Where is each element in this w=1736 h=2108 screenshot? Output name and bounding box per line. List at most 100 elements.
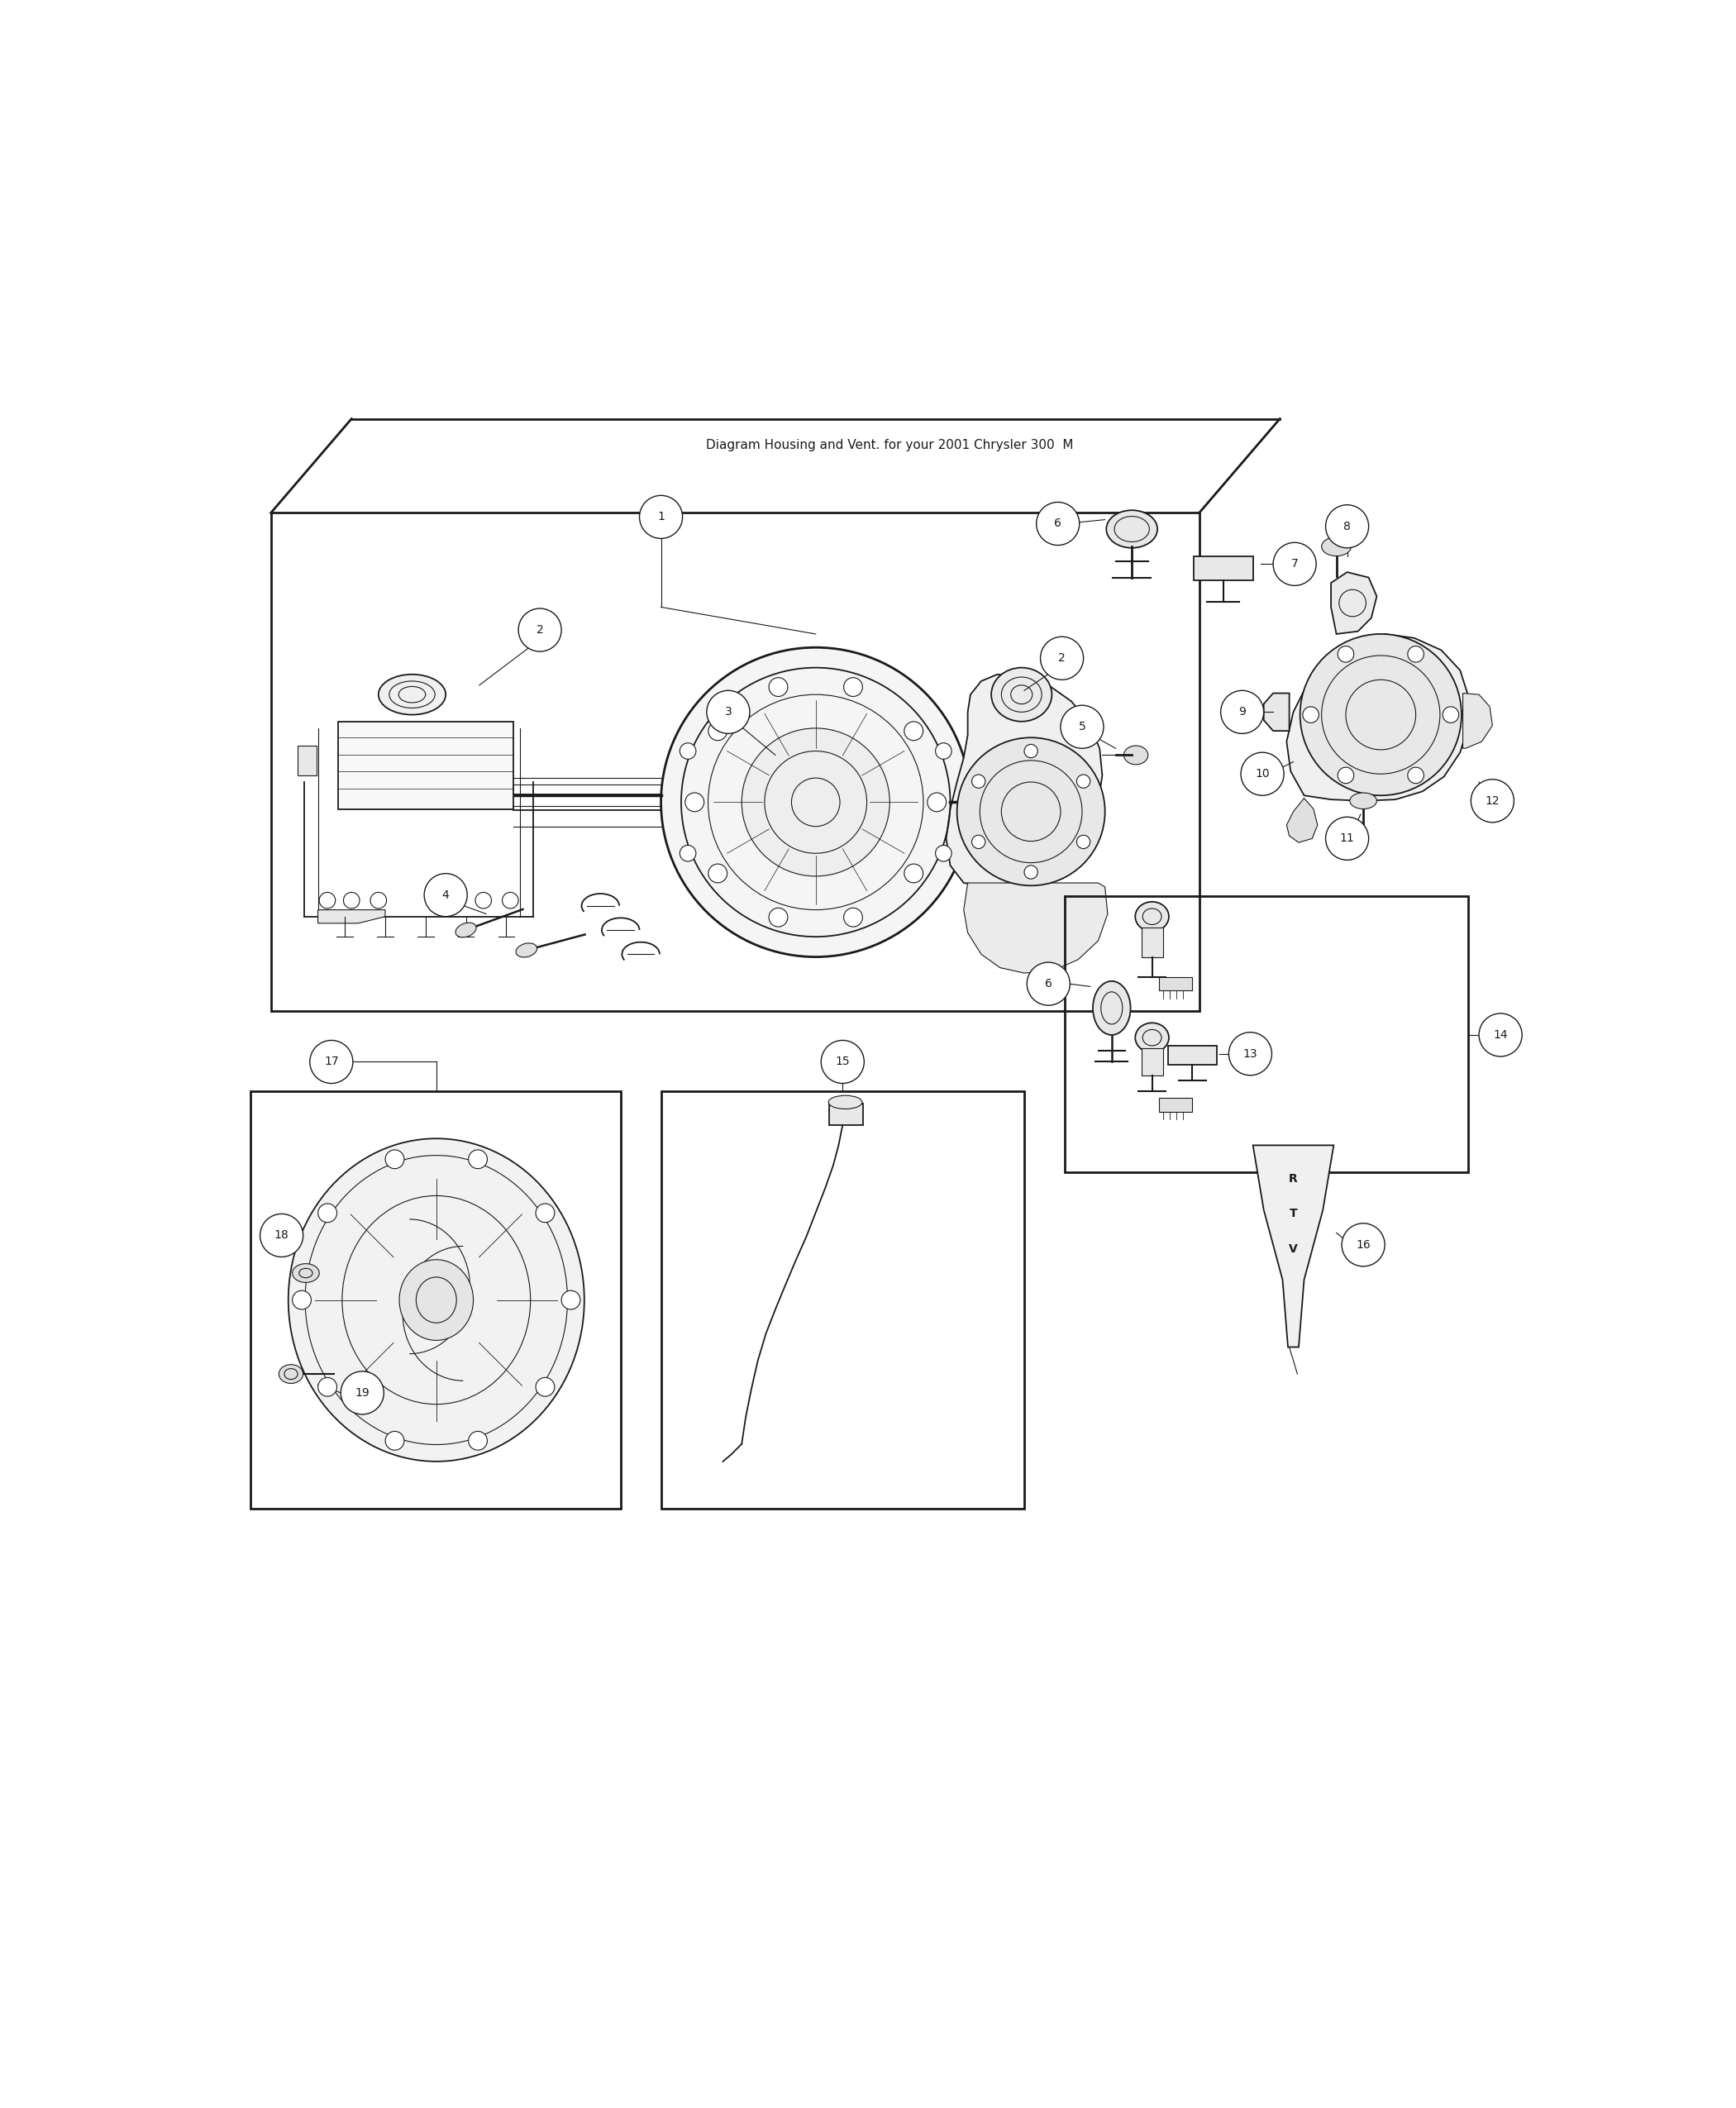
Circle shape [1036, 502, 1080, 546]
Circle shape [1479, 1014, 1522, 1056]
Ellipse shape [1094, 980, 1130, 1035]
Circle shape [292, 1290, 311, 1309]
Ellipse shape [455, 923, 476, 938]
Circle shape [1061, 706, 1104, 748]
Text: 2: 2 [536, 624, 543, 637]
Text: T: T [1290, 1208, 1297, 1221]
Bar [830, 1105, 863, 1126]
Circle shape [519, 609, 561, 651]
Polygon shape [1253, 1145, 1333, 1347]
Circle shape [1443, 706, 1458, 723]
Text: 12: 12 [1486, 795, 1500, 807]
Polygon shape [1286, 799, 1318, 843]
Circle shape [1300, 635, 1462, 795]
Circle shape [927, 793, 946, 812]
Circle shape [1338, 645, 1354, 662]
Ellipse shape [1123, 746, 1147, 765]
Polygon shape [1286, 635, 1469, 801]
Bar [1141, 1048, 1163, 1075]
Text: 1: 1 [658, 510, 665, 523]
Circle shape [1326, 504, 1368, 548]
Text: Diagram Housing and Vent. for your 2001 Chrysler 300  M: Diagram Housing and Vent. for your 2001 … [707, 438, 1073, 451]
Text: 5: 5 [1078, 721, 1085, 734]
Circle shape [1040, 637, 1083, 679]
Text: 4: 4 [443, 890, 450, 900]
Ellipse shape [378, 675, 446, 715]
Polygon shape [1264, 694, 1290, 731]
Ellipse shape [279, 1364, 304, 1383]
Text: 18: 18 [274, 1229, 288, 1242]
Bar [339, 721, 514, 809]
Ellipse shape [1135, 902, 1168, 932]
Circle shape [844, 677, 863, 696]
Circle shape [340, 1372, 384, 1414]
Circle shape [1408, 767, 1424, 784]
Circle shape [972, 774, 986, 788]
Text: 13: 13 [1243, 1048, 1257, 1060]
Ellipse shape [991, 668, 1052, 721]
Bar [1141, 928, 1163, 957]
Text: R: R [1288, 1174, 1299, 1185]
Ellipse shape [292, 1263, 319, 1282]
Circle shape [1220, 691, 1264, 734]
Circle shape [1024, 866, 1038, 879]
Circle shape [469, 1431, 488, 1450]
Polygon shape [946, 675, 1102, 883]
Text: 16: 16 [1356, 1240, 1371, 1250]
Ellipse shape [516, 942, 536, 957]
Text: 15: 15 [835, 1056, 851, 1067]
Circle shape [469, 1149, 488, 1168]
Circle shape [1229, 1033, 1272, 1075]
Circle shape [769, 677, 788, 696]
Circle shape [936, 742, 951, 759]
Polygon shape [1463, 694, 1493, 748]
Circle shape [1272, 542, 1316, 586]
Text: 8: 8 [1344, 521, 1351, 531]
Circle shape [708, 721, 727, 740]
Bar [271, 512, 1200, 1010]
Circle shape [661, 647, 970, 957]
Bar [299, 746, 316, 776]
Text: 6: 6 [1045, 978, 1052, 989]
Ellipse shape [828, 1096, 863, 1109]
Circle shape [769, 909, 788, 928]
Ellipse shape [1135, 1022, 1168, 1052]
Circle shape [1024, 744, 1038, 757]
Bar [1160, 978, 1193, 991]
Bar [681, 742, 950, 862]
Ellipse shape [1321, 538, 1351, 557]
Text: V: V [1288, 1244, 1299, 1254]
Text: 9: 9 [1238, 706, 1246, 719]
Ellipse shape [1351, 793, 1377, 809]
Bar [1194, 557, 1253, 580]
Circle shape [385, 1431, 404, 1450]
Circle shape [561, 1290, 580, 1309]
Circle shape [1302, 706, 1319, 723]
Ellipse shape [1106, 510, 1158, 548]
Text: 11: 11 [1340, 833, 1354, 845]
Circle shape [904, 864, 924, 883]
Circle shape [1241, 753, 1285, 795]
Circle shape [1408, 645, 1424, 662]
Bar [661, 1092, 1024, 1509]
Circle shape [821, 1041, 865, 1084]
Text: 2: 2 [1059, 653, 1066, 664]
Circle shape [936, 845, 951, 862]
Circle shape [681, 742, 696, 759]
Circle shape [1326, 818, 1368, 860]
Circle shape [1076, 835, 1090, 850]
Circle shape [1028, 961, 1069, 1006]
Circle shape [1076, 774, 1090, 788]
Bar [1160, 1098, 1193, 1111]
Polygon shape [318, 911, 385, 923]
Text: 14: 14 [1493, 1029, 1509, 1041]
Circle shape [260, 1214, 304, 1256]
Circle shape [385, 1149, 404, 1168]
Circle shape [536, 1377, 554, 1395]
Circle shape [972, 835, 986, 850]
Ellipse shape [399, 1261, 474, 1341]
Circle shape [1470, 780, 1514, 822]
Circle shape [318, 1377, 337, 1395]
Circle shape [1338, 767, 1354, 784]
Polygon shape [1332, 571, 1377, 635]
